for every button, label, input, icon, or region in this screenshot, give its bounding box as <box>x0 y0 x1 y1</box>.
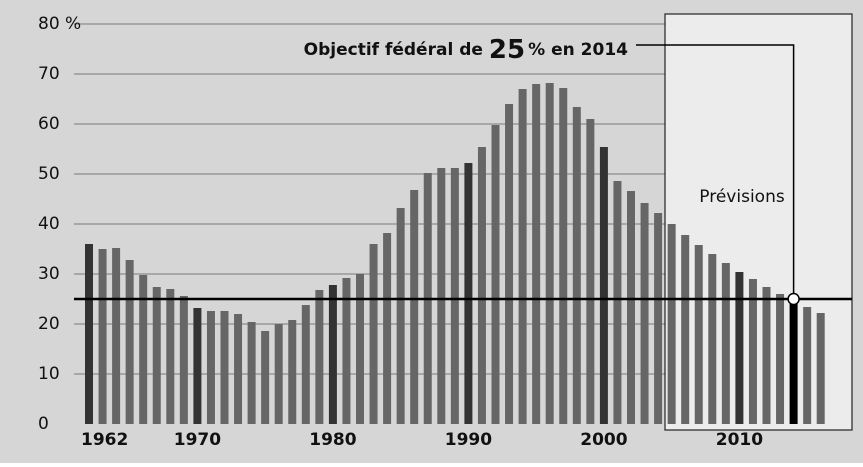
bar <box>464 163 473 424</box>
bar <box>247 322 256 424</box>
bar <box>803 307 812 424</box>
y-tick-label: 70 <box>38 64 60 84</box>
annotation-text: en 2014 <box>551 40 628 60</box>
bar <box>234 314 243 424</box>
bar <box>586 119 595 424</box>
y-tick-label: 30 <box>38 264 60 284</box>
bar <box>261 331 270 424</box>
x-tick-label: 1990 <box>445 430 492 450</box>
annotation-number: 25 <box>489 35 525 65</box>
y-tick-label: 10 <box>38 364 60 384</box>
bar <box>721 263 730 424</box>
forecast-label: Prévisions <box>699 187 785 207</box>
bar <box>85 244 93 424</box>
bar <box>599 147 608 424</box>
bar <box>654 213 663 424</box>
bar <box>735 272 744 424</box>
bar <box>816 313 825 424</box>
bar <box>369 244 378 424</box>
bar <box>450 168 459 424</box>
y-tick-label: 0 <box>38 414 49 434</box>
bar <box>139 275 148 424</box>
bar <box>410 190 419 424</box>
bar <box>152 287 161 424</box>
bar <box>762 287 771 424</box>
y-tick-label: 50 <box>38 164 60 184</box>
y-tick-label: 80 % <box>38 14 81 34</box>
bar <box>98 249 107 424</box>
annotation-text: Objectif fédéral de <box>304 40 483 60</box>
bar <box>383 233 392 424</box>
bar <box>627 191 635 424</box>
y-tick-label: 60 <box>38 114 60 134</box>
bar <box>532 84 541 424</box>
y-tick-label: 40 <box>38 214 60 234</box>
bar <box>681 235 690 424</box>
bar <box>301 305 310 424</box>
bar <box>776 294 785 424</box>
x-tick-label: 1980 <box>309 430 356 450</box>
annotation-leader <box>636 44 795 299</box>
target-marker <box>787 292 800 306</box>
bar <box>125 260 134 424</box>
bar <box>356 274 364 424</box>
bar <box>193 308 202 424</box>
bar <box>328 285 337 424</box>
bar <box>315 290 324 424</box>
x-tick-label: 2010 <box>716 430 763 450</box>
bar <box>545 83 554 424</box>
bar <box>166 289 175 424</box>
bar <box>559 88 568 424</box>
bar <box>220 311 229 424</box>
annotation: Objectif fédéral de 25% en 2014 <box>304 35 629 65</box>
bar <box>206 311 215 424</box>
bar <box>572 107 581 424</box>
bar <box>694 245 703 424</box>
bar <box>396 208 405 424</box>
bar <box>179 296 188 424</box>
annotation-unit: % <box>528 40 545 60</box>
bar <box>112 248 121 424</box>
bar <box>748 279 757 424</box>
bar <box>613 181 622 424</box>
y-tick-label: 20 <box>38 314 60 334</box>
bar <box>667 224 676 424</box>
bar <box>789 298 798 424</box>
bar <box>518 89 527 424</box>
x-tick-label: 1962 <box>81 430 128 450</box>
bar <box>640 203 649 424</box>
x-tick-label: 2000 <box>580 430 627 450</box>
bar <box>477 147 486 424</box>
bar <box>708 254 717 424</box>
bar <box>437 168 446 424</box>
bar <box>288 320 297 424</box>
bar <box>505 104 514 424</box>
x-tick-label: 1970 <box>174 430 221 450</box>
bar <box>342 278 351 424</box>
bar <box>491 125 500 424</box>
bar <box>274 324 283 424</box>
